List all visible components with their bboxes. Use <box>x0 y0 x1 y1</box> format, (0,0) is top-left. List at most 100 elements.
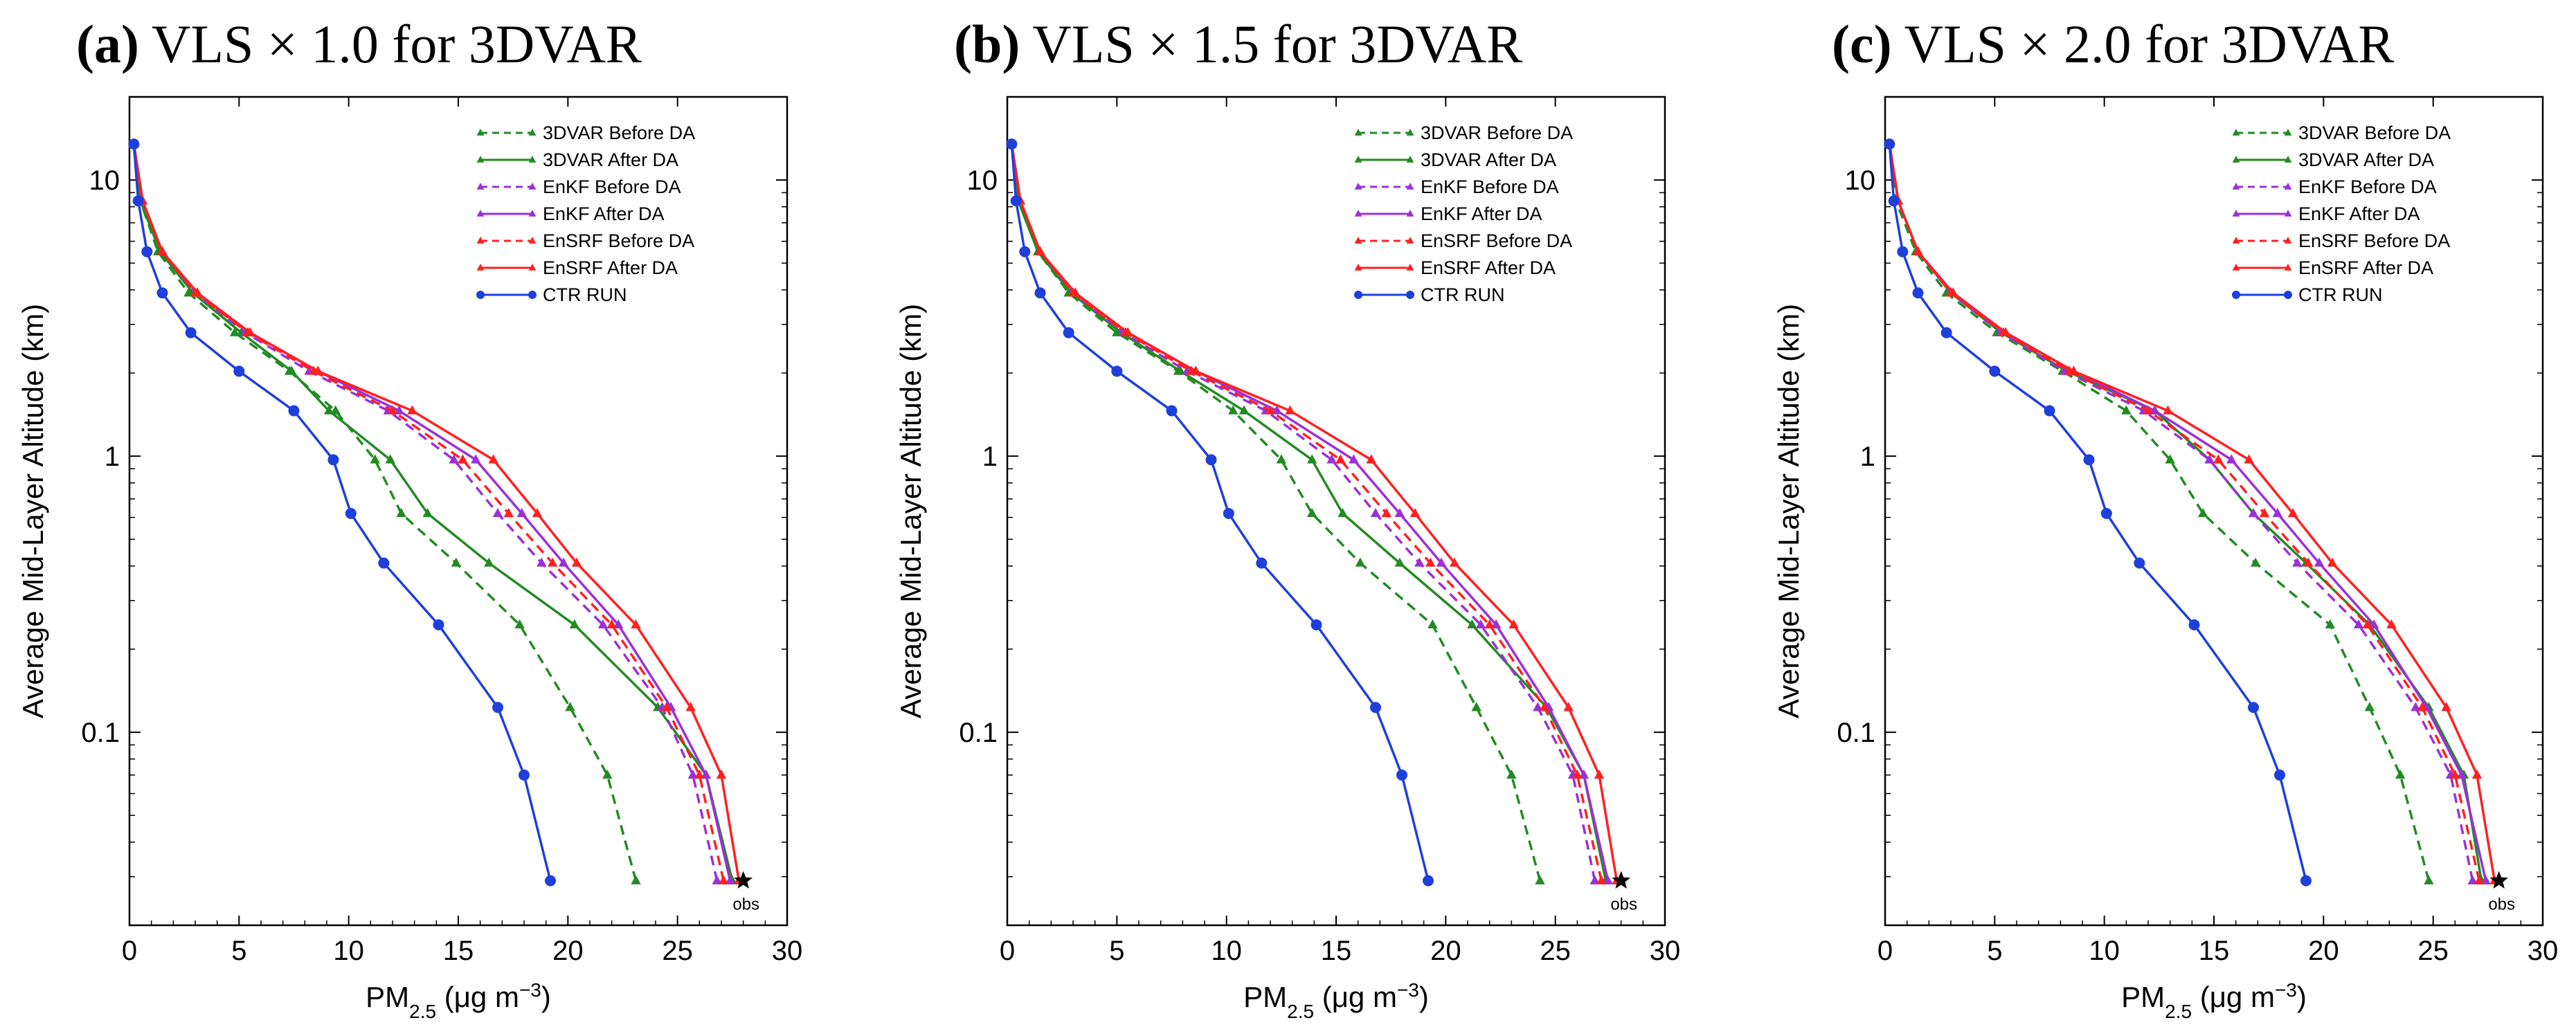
legend-label: 3DVAR After DA <box>1421 149 1556 170</box>
legend-marker <box>1354 291 1362 299</box>
legend-marker <box>476 291 485 299</box>
data-point <box>1535 875 1545 884</box>
data-point <box>1409 507 1421 518</box>
data-point <box>1394 557 1405 567</box>
series-ctr-run <box>1884 138 2312 887</box>
legend-label: EnKF Before DA <box>543 176 681 197</box>
legend-item: EnKF After DA <box>1354 203 1542 224</box>
data-point <box>1010 195 1022 207</box>
legend-marker <box>476 237 485 244</box>
data-point <box>1594 769 1605 779</box>
data-point <box>394 405 404 415</box>
x-tick-label: 25 <box>2417 936 2449 966</box>
data-point <box>545 875 556 887</box>
data-point <box>1888 195 1900 207</box>
data-point <box>492 702 503 714</box>
legend-marker <box>476 156 485 163</box>
data-point <box>492 507 503 518</box>
data-point <box>2417 702 2428 711</box>
legend-item: EnSRF After DA <box>1354 257 1556 278</box>
panel-0: (a) VLS × 1.0 for 3DVAR 0 5 10 15 20 25 30 0.1 1 1… <box>17 14 802 1022</box>
data-point <box>323 405 334 415</box>
data-point <box>716 769 727 779</box>
panel-title-text: VLS × 1.0 for 3DVAR <box>139 14 642 74</box>
plot-frame <box>1006 96 1666 927</box>
data-point <box>1940 327 1952 338</box>
data-point <box>2450 769 2460 779</box>
data-point <box>288 405 300 417</box>
data-point <box>422 507 433 518</box>
data-point <box>378 557 390 569</box>
data-point <box>1467 619 1477 629</box>
data-point <box>449 454 459 464</box>
data-point <box>2143 405 2154 415</box>
data-point <box>602 769 613 779</box>
data-point <box>2386 619 2397 629</box>
data-point <box>1019 246 1031 257</box>
data-point <box>2044 405 2055 417</box>
x-tick-label: 30 <box>772 936 803 966</box>
legend-marker <box>2232 210 2240 217</box>
data-point <box>2248 702 2259 714</box>
data-point <box>1912 287 1924 299</box>
data-point <box>1414 557 1425 567</box>
x-tick-label: 5 <box>1109 936 1124 966</box>
data-point <box>1989 365 2001 377</box>
data-point <box>2395 769 2406 779</box>
series-line <box>1010 143 1607 881</box>
panel-title-text: VLS × 1.5 for 3DVAR <box>1020 14 1522 74</box>
data-point <box>569 619 580 629</box>
series-line <box>1010 143 1596 881</box>
legend-marker <box>1354 156 1362 163</box>
data-point <box>156 287 168 299</box>
y-tick-label: 1 <box>1860 442 1875 472</box>
data-point <box>1063 327 1074 338</box>
legend-item: CTR RUN <box>476 284 627 305</box>
data-point <box>2121 405 2132 415</box>
data-point <box>1006 138 1018 150</box>
data-point <box>2248 507 2259 518</box>
data-point <box>484 557 494 567</box>
data-point <box>370 454 380 464</box>
data-point <box>547 557 558 567</box>
data-point <box>1484 619 1495 629</box>
data-point <box>2292 557 2303 567</box>
legend-marker <box>528 264 537 271</box>
x-tick-label: 0 <box>1877 936 1893 966</box>
data-point <box>2000 327 2011 336</box>
obs-label: obs <box>732 896 759 914</box>
data-point <box>471 454 481 464</box>
legend-label: EnSRF Before DA <box>543 230 694 251</box>
legend-item: EnSRF Before DA <box>1354 230 1572 251</box>
data-point <box>1563 702 1574 711</box>
legend-marker <box>1406 156 1414 163</box>
legend-label: EnKF Before DA <box>2298 176 2437 197</box>
legend-marker <box>528 183 537 190</box>
data-point <box>532 507 543 518</box>
legend-marker <box>476 264 485 271</box>
data-point <box>1475 619 1486 629</box>
data-point <box>1035 246 1045 255</box>
data-point <box>2213 454 2224 464</box>
series-line <box>132 143 732 882</box>
legend-item: 3DVAR Before DA <box>476 122 695 143</box>
data-point <box>1427 619 1438 629</box>
data-point <box>2150 405 2160 415</box>
data-point <box>1227 405 1239 415</box>
data-point <box>725 875 735 884</box>
data-point <box>407 405 417 415</box>
data-point <box>537 557 547 567</box>
y-tick-label: 0.1 <box>81 718 120 748</box>
legend-item: EnSRF After DA <box>476 257 678 278</box>
x-tick-label: 0 <box>1000 936 1015 966</box>
data-point <box>613 619 624 629</box>
data-point <box>712 875 722 884</box>
data-point <box>1423 875 1434 887</box>
panel-title: (a) VLS × 1.0 for 3DVAR <box>76 14 642 74</box>
data-point <box>2364 702 2375 711</box>
data-point <box>385 454 396 464</box>
data-point <box>1285 405 1295 415</box>
data-point <box>2165 454 2175 464</box>
data-point <box>2244 454 2254 464</box>
data-point <box>661 702 672 711</box>
